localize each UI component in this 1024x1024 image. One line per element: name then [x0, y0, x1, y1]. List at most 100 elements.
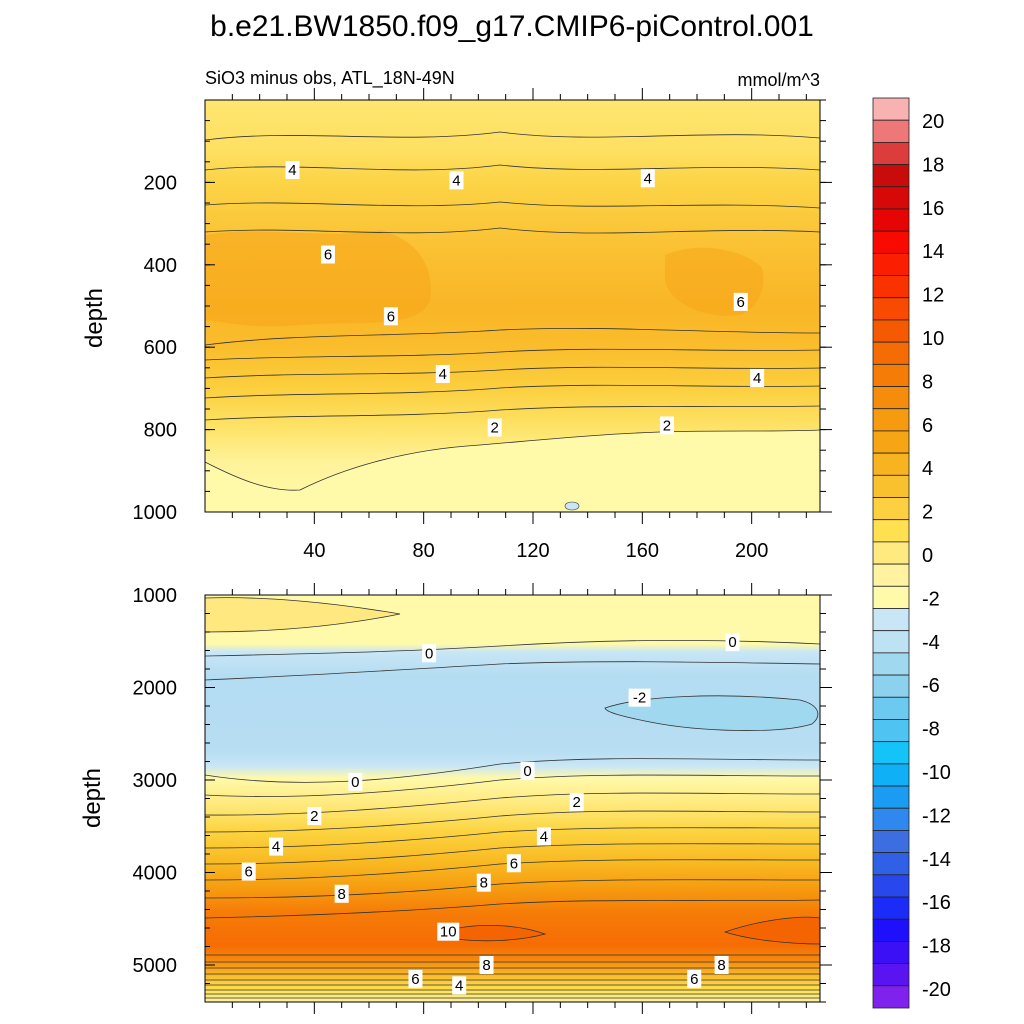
- bottom-contour-label-bg: [269, 837, 284, 856]
- units-label: mmol/m^3: [738, 70, 820, 90]
- colorbar-tick-label: 4: [922, 458, 933, 480]
- top-xtick-label: 160: [626, 540, 659, 562]
- top-contour-lines: [204, 131, 821, 491]
- colorbar-box: [872, 608, 910, 632]
- top-contour-label: 4: [439, 366, 447, 383]
- top-ylabel: depth: [81, 288, 108, 348]
- bottom-contour-label: 6: [510, 855, 518, 872]
- bottom-contour-label-bg: [687, 969, 702, 988]
- bottom-contour-label: -2: [633, 690, 646, 707]
- colorbar-box: [872, 874, 910, 898]
- colorbar-box: [872, 297, 910, 321]
- bottom-x-axis: [231, 583, 807, 1014]
- bottom-contour-label: 2: [573, 794, 581, 811]
- bottom-ytick-label: 3000: [133, 770, 178, 792]
- colorbar-tick-label: -2: [922, 588, 940, 610]
- bottom-ten-left: [449, 924, 547, 942]
- bottom-contour-label: 8: [482, 957, 490, 974]
- top-contour-labels: 4 4 4 6 6 6 4 4 2 2: [285, 161, 765, 437]
- colorbar-box: [872, 430, 910, 454]
- top-contour-label-bg: [750, 369, 765, 388]
- bottom-contour-label-bg: [520, 761, 535, 780]
- colorbar-box: [872, 741, 910, 765]
- top-ytick-label: 800: [144, 420, 177, 442]
- colorbar-box: [872, 852, 910, 876]
- top-core-left: [205, 230, 431, 327]
- bottom-ylabel: depth: [79, 768, 106, 828]
- colorbar-box: [872, 941, 910, 965]
- bottom-panel-fill: [205, 595, 820, 1002]
- colorbar-tick-label: -16: [922, 892, 951, 914]
- top-contour-label: 4: [644, 170, 652, 187]
- colorbar-tick-label: 14: [922, 241, 944, 263]
- top-ytick-label: 600: [144, 337, 177, 359]
- top-xtick-label: 80: [413, 540, 435, 562]
- colorbar-box: [872, 830, 910, 854]
- top-contour-label: 4: [288, 162, 296, 179]
- bottom-ytick-label: 4000: [133, 863, 178, 885]
- colorbar-box: [872, 630, 910, 654]
- bottom-contour-label: 6: [411, 971, 419, 988]
- colorbar-box: [872, 519, 910, 543]
- colorbar-box: [872, 585, 910, 609]
- chart-title: b.e21.BW1850.f09_g17.CMIP6-piControl.001: [210, 10, 814, 43]
- colorbar-tick-label: 20: [922, 111, 944, 133]
- colorbar-box: [872, 164, 910, 188]
- top-contour-label-bg: [640, 169, 655, 188]
- top-ytick-label: 1000: [133, 502, 178, 524]
- top-contour-label: 2: [491, 420, 499, 437]
- colorbar-box: [872, 985, 910, 1009]
- bottom-contour-label: 0: [351, 774, 359, 791]
- bottom-contour-label: 8: [717, 957, 725, 974]
- bottom-contour-label: 2: [310, 808, 318, 825]
- colorbar-tick-label: 0: [922, 545, 933, 567]
- colorbar-tick-label: 6: [922, 415, 933, 437]
- colorbar-box: [872, 674, 910, 698]
- top-contour-label-bg: [435, 364, 450, 383]
- top-x-axis: 40 80 120 160 200: [231, 88, 807, 562]
- bottom-upper-lens: [204, 597, 401, 633]
- colorbar-tick-label: 18: [922, 154, 944, 176]
- colorbar-box: [872, 452, 910, 476]
- bottom-contour-label-bg: [241, 862, 256, 881]
- colorbar-tick-label: 16: [922, 198, 944, 220]
- bottom-contour-label: 4: [272, 839, 280, 856]
- colorbar-box: [872, 807, 910, 831]
- bottom-contour-label: 0: [728, 634, 736, 651]
- colorbar-tick-label: 2: [922, 502, 933, 524]
- top-y-axis: 200 400 600 800 1000: [133, 99, 832, 524]
- colorbar-box: [872, 208, 910, 232]
- bottom-contour-label: 6: [690, 971, 698, 988]
- colorbar-box: [872, 785, 910, 809]
- top-contour-label-bg: [321, 245, 335, 264]
- top-contour-label: 2: [663, 417, 671, 434]
- bottom-contour-label: 8: [337, 886, 345, 903]
- bottom-ytick-label: 5000: [133, 955, 178, 977]
- bottom-contour-label: 4: [540, 828, 548, 845]
- colorbar-box: [872, 719, 910, 743]
- bottom-contour-label-bg: [628, 688, 651, 707]
- bottom-contour-label-bg: [714, 956, 729, 974]
- top-xtick-label: 200: [735, 540, 768, 562]
- colorbar-box: [872, 763, 910, 787]
- colorbar-box: [872, 652, 910, 676]
- colorbar-box: [872, 252, 910, 276]
- colorbar-box: [872, 408, 910, 432]
- colorbar-box: [872, 896, 910, 920]
- top-panel: [204, 100, 821, 512]
- top-contour-label: 4: [452, 172, 460, 189]
- colorbar-tick-label: 8: [922, 371, 933, 393]
- bottom-ytick-label: 2000: [133, 678, 178, 700]
- top-contour-label: 6: [387, 308, 395, 325]
- colorbar-tick-label: -12: [922, 805, 951, 827]
- bottom-contour-label-bg: [437, 922, 460, 941]
- bottom-contour-label-bg: [422, 644, 437, 663]
- colorbar-box: [872, 230, 910, 254]
- colorbar-box: [872, 97, 910, 121]
- top-contour-label-bg: [383, 307, 398, 326]
- colorbar-tick-label: -6: [922, 675, 940, 697]
- colorbar-box: [872, 563, 910, 587]
- colorbar-box: [872, 541, 910, 565]
